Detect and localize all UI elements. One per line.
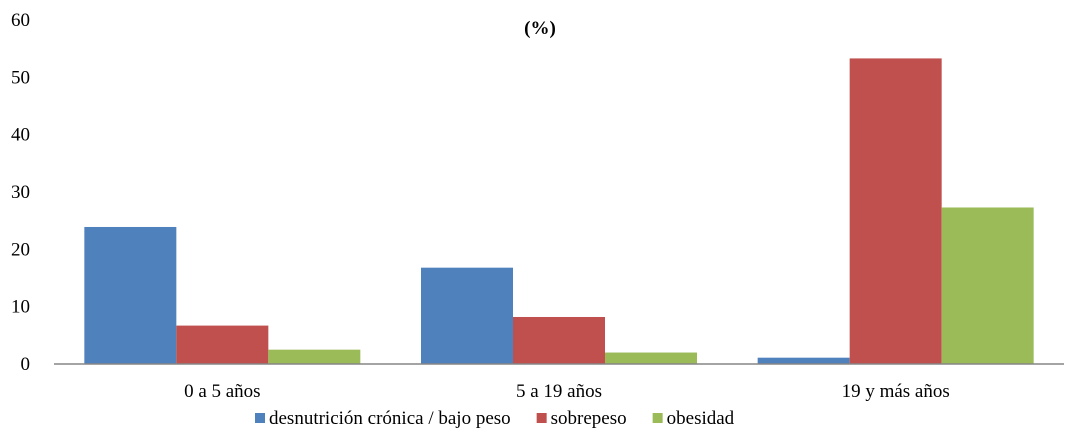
bar-desnutricion-cronica-bajo-peso-0-a-5-anos [84, 226, 177, 364]
legend-label: sobrepeso [551, 408, 627, 429]
y-tick-label: 50 [11, 67, 30, 88]
x-category-label: 5 a 19 años [516, 381, 602, 402]
legend-item-sobrepeso: sobrepeso [536, 408, 627, 429]
legend-label: desnutrición crónica / bajo peso [269, 408, 511, 429]
bar-obesidad-19-y-mas-anos [941, 207, 1034, 364]
y-tick-label: 10 [11, 297, 30, 318]
y-tick-label: 40 [11, 125, 30, 146]
y-tick-label: 0 [21, 354, 31, 375]
bar-obesidad-5-a-19-anos [605, 352, 697, 364]
bar-sobrepeso-5-a-19-anos [513, 316, 605, 364]
legend-swatch [536, 413, 547, 423]
bar-desnutricion-cronica-bajo-peso-19-y-mas-anos [757, 357, 850, 364]
legend-item-obesidad: obesidad [652, 408, 735, 429]
legend: desnutrición crónica / bajo peso sobrepes… [255, 408, 735, 429]
y-tick-label: 20 [11, 239, 30, 260]
legend-item-desnutricion-cronica-bajo-peso: desnutrición crónica / bajo peso [255, 408, 511, 429]
y-tick-label: 60 [11, 10, 30, 31]
y-axis-ticks: 0 10 20 30 40 50 60 [11, 10, 30, 375]
legend-label: obesidad [667, 408, 735, 429]
x-axis-labels: 0 a 5 años 5 a 19 años 19 y más años [184, 381, 950, 402]
x-category-label: 19 y más años [842, 381, 950, 402]
bar-sobrepeso-19-y-mas-anos [849, 58, 942, 365]
bar-obesidad-0-a-5-anos [268, 349, 361, 364]
bar-sobrepeso-0-a-5-anos [176, 325, 269, 364]
chart-title: (%) [524, 18, 556, 39]
x-category-label: 0 a 5 años [184, 381, 261, 402]
bar-desnutricion-cronica-bajo-peso-5-a-19-anos [421, 267, 513, 364]
legend-swatch [652, 413, 663, 423]
legend-swatch [255, 413, 265, 423]
bars [84, 58, 1034, 365]
y-tick-label: 30 [11, 182, 30, 203]
